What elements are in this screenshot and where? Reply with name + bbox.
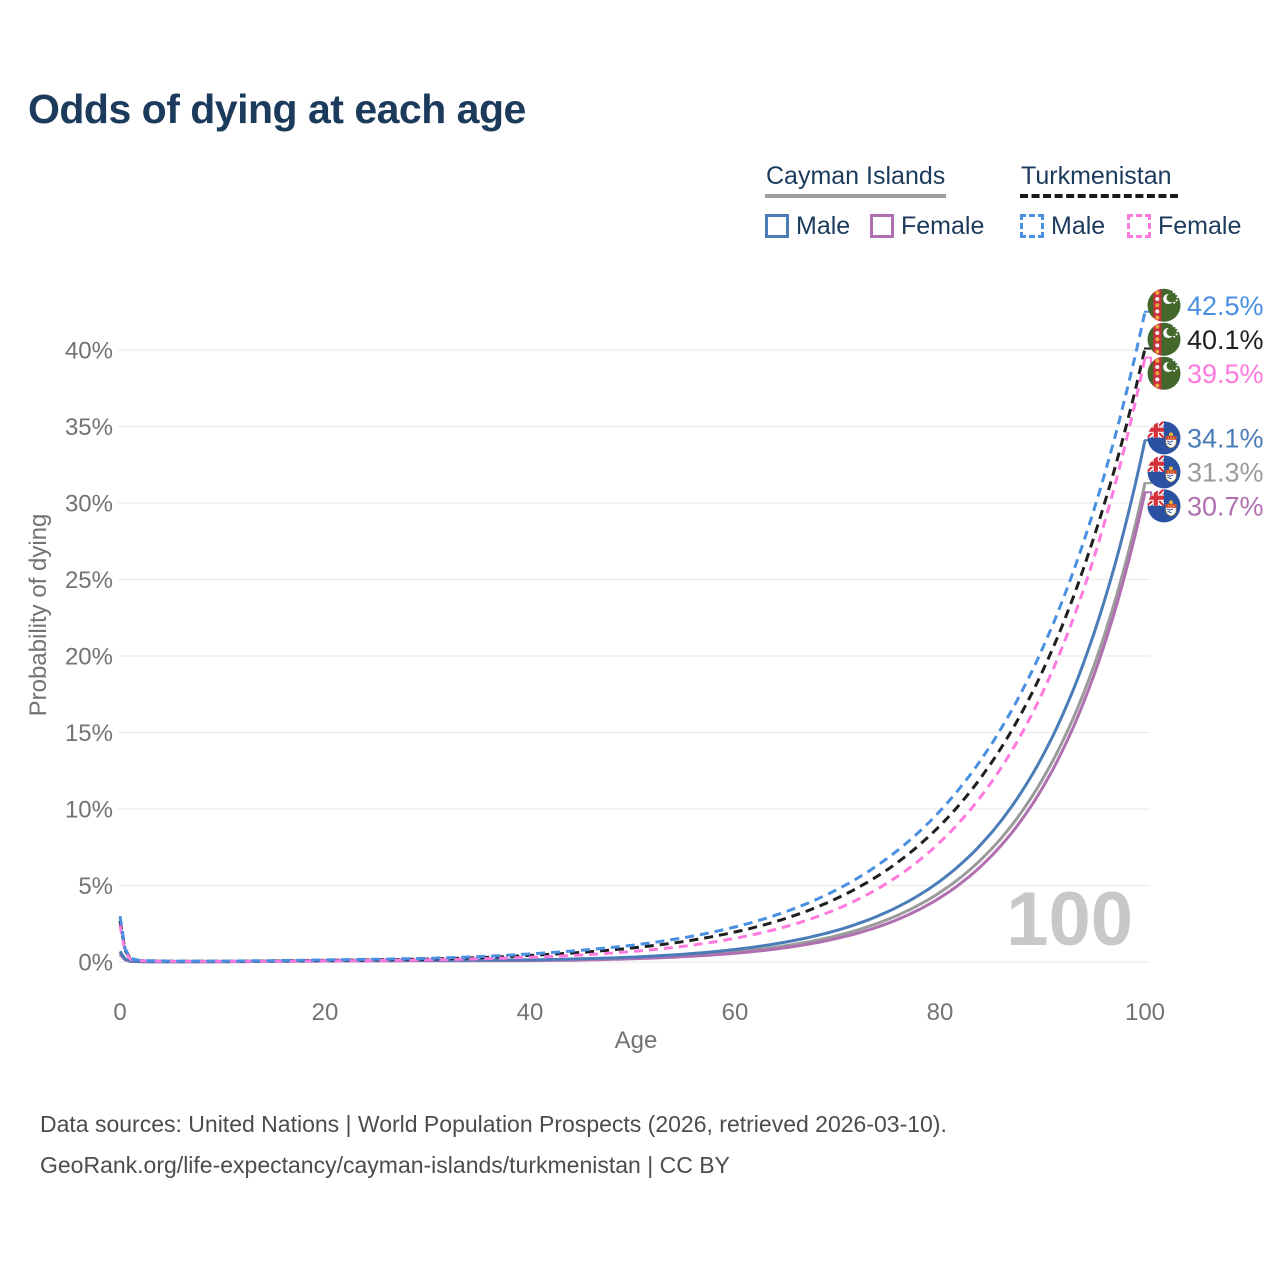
turkmenistan-flag-icon (1147, 356, 1181, 390)
x-axis-tick-label: 80 (927, 999, 954, 1026)
cayman-islands-flag-icon (1147, 421, 1181, 455)
y-axis-tick-label: 15% (65, 720, 113, 747)
legend-checkbox-turkmenistan-male[interactable] (1020, 214, 1044, 238)
legend-group-cayman-islands[interactable]: Cayman Islands (766, 162, 946, 190)
y-axis-tick-label: 40% (65, 338, 113, 365)
y-axis-tick-label: 35% (65, 414, 113, 441)
cayman-islands-flag-icon (1147, 455, 1181, 489)
legend-checkbox-cayman-female[interactable] (870, 214, 894, 238)
legend-label-cayman-female[interactable]: Female (901, 212, 985, 240)
x-axis-tick-label: 0 (113, 999, 126, 1026)
legend-checkbox-cayman-male[interactable] (765, 214, 789, 238)
y-axis-tick-label: 20% (65, 644, 113, 671)
footer-data-sources: Data sources: United Nations | World Pop… (40, 1111, 947, 1137)
turkmenistan-flag-icon (1147, 288, 1181, 322)
series-end-value-label-cayman-islands-female: 30.7% (1187, 491, 1264, 521)
series-line-turkmenistan-both-sexes[interactable] (118, 348, 1147, 963)
legend-label-turkmenistan-female[interactable]: Female (1158, 212, 1242, 240)
series-end-value-label-turkmenistan-male: 42.5% (1187, 291, 1264, 321)
x-axis-tick-label: 20 (312, 999, 339, 1026)
x-axis-title: Age (615, 1027, 658, 1054)
x-axis-tick-label: 60 (722, 999, 749, 1026)
legend-checkbox-turkmenistan-female[interactable] (1127, 214, 1151, 238)
legend-label-cayman-male[interactable]: Male (796, 212, 851, 240)
legend-underline-turkmenistan (1020, 194, 1178, 198)
series-line-cayman-islands-both-sexes[interactable] (118, 482, 1147, 964)
footer-attribution: GeoRank.org/life-expectancy/cayman-islan… (40, 1152, 730, 1178)
legend-group-turkmenistan[interactable]: Turkmenistan (1021, 162, 1172, 190)
series-end-value-label-cayman-islands-both-sexes: 31.3% (1187, 457, 1264, 487)
x-axis-tick-label: 40 (517, 999, 544, 1026)
y-axis-tick-label: 30% (65, 491, 113, 518)
y-axis-title: Probability of dying (25, 514, 52, 717)
series-line-turkmenistan-male[interactable] (118, 311, 1147, 963)
footer: Data sources: United Nations | World Pop… (40, 1104, 947, 1186)
y-axis-tick-label: 10% (65, 797, 113, 824)
cayman-islands-flag-icon (1147, 489, 1181, 523)
x-axis-tick-label: 100 (1125, 999, 1165, 1026)
series-end-value-label-cayman-islands-male: 34.1% (1187, 423, 1264, 453)
series-line-cayman-islands-male[interactable] (118, 439, 1147, 964)
series-line-turkmenistan-female[interactable] (118, 357, 1147, 963)
y-axis-tick-label: 5% (78, 873, 113, 900)
y-axis-tick-label: 0% (78, 950, 113, 977)
series-end-value-label-turkmenistan-female: 39.5% (1187, 359, 1264, 389)
series-end-value-label-turkmenistan-both-sexes: 40.1% (1187, 325, 1264, 355)
y-axis-tick-label: 25% (65, 567, 113, 594)
legend-label-turkmenistan-male[interactable]: Male (1051, 212, 1106, 240)
chart-title: Odds of dying at each age (28, 86, 526, 132)
series-line-cayman-islands-female[interactable] (118, 491, 1147, 964)
turkmenistan-flag-icon (1147, 322, 1181, 356)
legend-underline-cayman-islands (765, 194, 946, 198)
age-counter-watermark: 100 (1006, 877, 1133, 962)
